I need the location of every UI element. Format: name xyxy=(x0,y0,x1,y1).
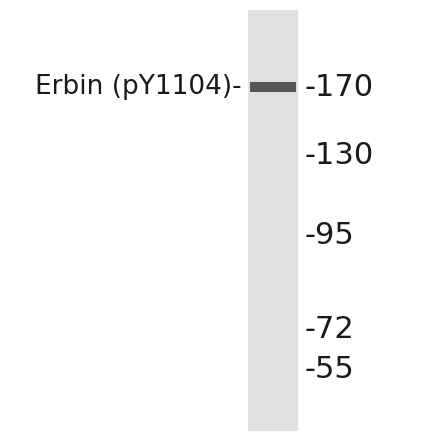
Text: -55: -55 xyxy=(305,355,355,385)
Text: Erbin (pY1104)-: Erbin (pY1104)- xyxy=(35,74,242,100)
Text: -130: -130 xyxy=(305,141,374,169)
Text: -72: -72 xyxy=(305,315,355,344)
Text: -170: -170 xyxy=(305,72,374,101)
Bar xyxy=(250,82,296,92)
Text: -95: -95 xyxy=(305,220,355,250)
Bar xyxy=(248,10,298,431)
